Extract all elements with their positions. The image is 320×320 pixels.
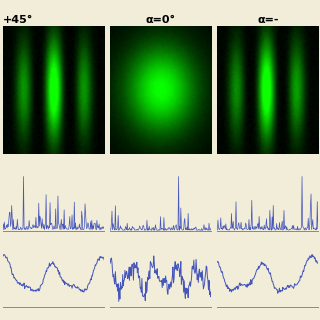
Title: α=-: α=- [257,15,279,25]
Title: α=0°: α=0° [146,15,176,25]
Text: +45°: +45° [3,15,34,25]
